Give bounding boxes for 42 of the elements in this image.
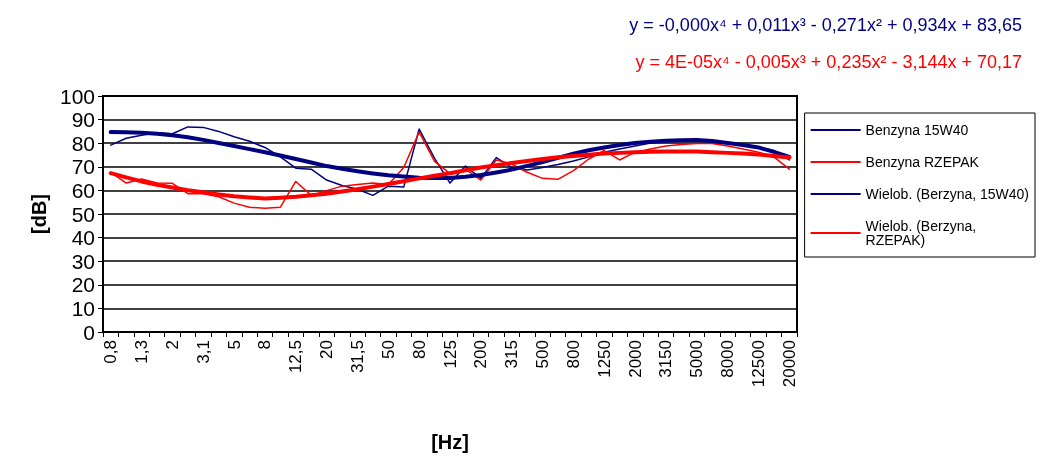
x-tick-label: 80 (409, 340, 429, 359)
y-tick-label: 90 (71, 108, 95, 132)
x-tick-label: 3,1 (193, 340, 213, 364)
x-tick-label: 200 (471, 340, 491, 369)
x-tick-label: 3150 (656, 340, 676, 378)
x-tick-label: 2000 (625, 340, 645, 378)
x-tick-label: 50 (378, 340, 398, 359)
text: y = 4E-05x⁴ - 0,005x³ + 0,235x² - 3,144x + 70,17 (635, 52, 1022, 72)
y-tick-label: 60 (71, 178, 95, 202)
x-tick-label: 0,8 (101, 340, 121, 364)
legend-label: Wielob. (Berzyna, 15W40) (865, 186, 1030, 202)
x-tick-label: 2 (162, 340, 182, 350)
y-tick-label: 40 (71, 226, 95, 250)
x-tick-label: 20000 (779, 340, 799, 388)
y-tick-label: 0 (83, 320, 95, 344)
x-tick-label: 31,5 (347, 340, 367, 374)
x-tick-label: 5 (224, 340, 244, 350)
x-tick-label: 1,3 (132, 340, 152, 364)
x-tick-label: 1250 (594, 340, 614, 378)
x-tick-label: 800 (563, 340, 583, 369)
x-tick-label: 315 (502, 340, 522, 369)
x-tick-label: 5000 (687, 340, 707, 378)
x-axis-title: [Hz] (431, 431, 469, 453)
y-tick-label: 20 (71, 273, 95, 297)
text: y = -0,000x⁴ + 0,011x³ - 0,271x² + 0,934x + 83,65 (629, 15, 1022, 35)
x-tick-label: 12500 (748, 340, 768, 388)
y-tick-label: 30 (71, 249, 95, 273)
y-tick-label: 70 (71, 155, 95, 179)
legend-label: Benzyna RZEPAK (865, 154, 980, 170)
x-tick-label: 500 (533, 340, 553, 369)
x-tick-label: 8 (255, 340, 275, 350)
y-tick-label: 100 (59, 84, 95, 108)
x-tick-label: 8000 (718, 340, 738, 378)
legend-label: Wielob. (Berzyna, RZEPAK) (865, 218, 980, 248)
y-axis-title: [dB] (28, 194, 51, 234)
legend-label: Benzyna 15W40 (865, 122, 969, 138)
y-tick-label: 50 (71, 202, 95, 226)
x-tick-label: 12,5 (286, 340, 306, 374)
x-tick-label: 125 (440, 340, 460, 369)
x-tick-label: 20 (317, 340, 337, 359)
y-tick-label: 10 (71, 296, 95, 320)
y-tick-label: 80 (71, 131, 95, 155)
